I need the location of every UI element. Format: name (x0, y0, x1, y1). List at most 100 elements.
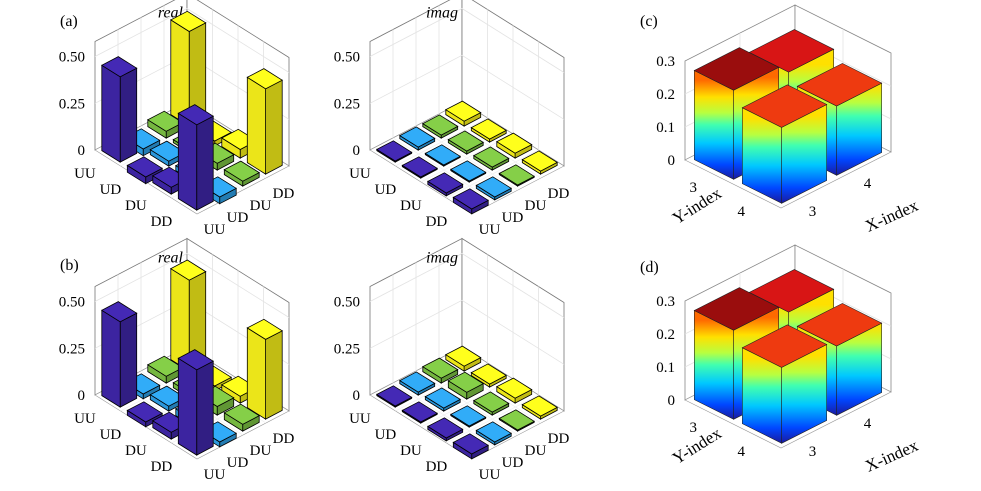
bar-left-face (246, 76, 267, 175)
bar-left-face (101, 309, 121, 408)
bar (223, 160, 261, 187)
bar (169, 259, 207, 372)
grid-line (94, 8, 290, 73)
row-tick-label: DU (400, 198, 422, 214)
z-tick-label: 0.50 (59, 295, 85, 311)
bar (741, 84, 828, 204)
bar-top-face (444, 100, 482, 122)
grid-line (369, 253, 565, 318)
row-tick-label: UU (74, 166, 96, 182)
bar-top-face (452, 433, 490, 455)
z-tick-label: 0.1 (656, 360, 675, 376)
bar-top-face (495, 377, 533, 399)
col-tick-label: DD (273, 431, 295, 447)
z-tick-label: 0.2 (656, 327, 675, 343)
col-tick-label: DU (250, 198, 272, 214)
bar3d-chart-2: 0 0.1 0.2 0.3 3 4 3 4 Y-index X-index (656, 4, 921, 236)
bar-top-face (521, 395, 559, 417)
col-tick-label: DD (548, 431, 570, 447)
bar (426, 172, 464, 197)
bar (421, 357, 459, 384)
bar-top-face (498, 409, 536, 431)
bar-top-face (398, 371, 436, 393)
row-tick-label: UU (349, 166, 371, 182)
z-tick-label: 0 (668, 153, 676, 169)
z-tick-label: 0.25 (59, 96, 85, 112)
grid-line (94, 253, 290, 318)
bar-top-face (177, 104, 215, 126)
bar-left-face (177, 112, 198, 211)
z-tick-label: 0 (353, 388, 361, 404)
bar-top-face (449, 160, 487, 182)
x-tick-label: 3 (809, 444, 817, 460)
x-tick-label: 3 (809, 204, 817, 220)
bar3d-chart-5: 0 0.1 0.2 0.3 3 4 3 4 Y-index X-index (656, 244, 921, 476)
bar-top-face (475, 421, 513, 443)
bar-top-face (401, 156, 439, 178)
z-tick-label: 0.50 (334, 50, 360, 66)
y-tick-label: 3 (690, 180, 698, 196)
bar-front-face (265, 330, 283, 420)
bar (521, 150, 559, 175)
x-axis-label: X-index (862, 196, 921, 236)
bar-front-face (119, 312, 138, 408)
z-tick-label: 0.1 (656, 120, 675, 136)
z-tick-label: 0.25 (334, 96, 360, 112)
panel-label-c: (c) (640, 13, 658, 30)
bar (426, 417, 464, 442)
row-tick-label: UD (100, 182, 122, 198)
y-tick-label: 4 (738, 204, 746, 220)
col-tick-label: UU (204, 467, 226, 483)
bar-top-face (741, 324, 828, 368)
panel-label-a: (a) (60, 13, 78, 30)
bar (452, 188, 490, 215)
bar (375, 385, 413, 408)
z-tick-label: 0 (78, 143, 86, 159)
panel-title: real (158, 250, 184, 267)
panel-title: imag (426, 5, 458, 22)
bar-top-face (100, 301, 138, 323)
bar-top-face (424, 144, 462, 166)
bar (126, 401, 164, 428)
bar-top-face (169, 259, 207, 281)
bar-top-face (447, 371, 485, 393)
bar-top-face (796, 303, 883, 347)
bar-top-face (495, 132, 533, 154)
bar-top-face (126, 401, 164, 423)
grid-line (446, 394, 539, 444)
y-axis-label: Y-index (669, 423, 725, 468)
bar (177, 104, 215, 211)
bar-top-face (375, 385, 413, 407)
bar-top-face (449, 405, 487, 427)
bar (375, 140, 413, 163)
bar (424, 387, 462, 412)
z-tick-label: 0 (668, 393, 676, 409)
row-tick-label: UD (100, 427, 122, 443)
z-tick-label: 0 (78, 388, 86, 404)
bar-top-face (246, 68, 284, 90)
panel-label-d: (d) (640, 259, 659, 276)
col-tick-label: DU (250, 443, 272, 459)
bar (449, 405, 487, 428)
bar (401, 401, 439, 424)
bar (521, 395, 559, 420)
y-tick-label: 4 (738, 444, 746, 460)
bar-top-face (223, 160, 261, 182)
bar (447, 130, 485, 155)
row-tick-label: DD (426, 214, 448, 230)
bar-top-face (421, 114, 459, 136)
bar (424, 144, 462, 167)
row-tick-label: DU (125, 443, 147, 459)
bar-top-face (126, 156, 164, 178)
grid-line (446, 149, 539, 199)
col-tick-label: UU (204, 222, 226, 238)
z-tick-label: 0.25 (59, 341, 85, 357)
bar-top-face (421, 357, 459, 379)
z-tick-label: 0.3 (656, 54, 675, 70)
bar-top-face (169, 10, 207, 32)
z-tick-label: 0.25 (334, 341, 360, 357)
x-tick-label: 4 (864, 416, 872, 432)
row-tick-label: DU (400, 443, 422, 459)
bar-top-face (375, 140, 413, 162)
